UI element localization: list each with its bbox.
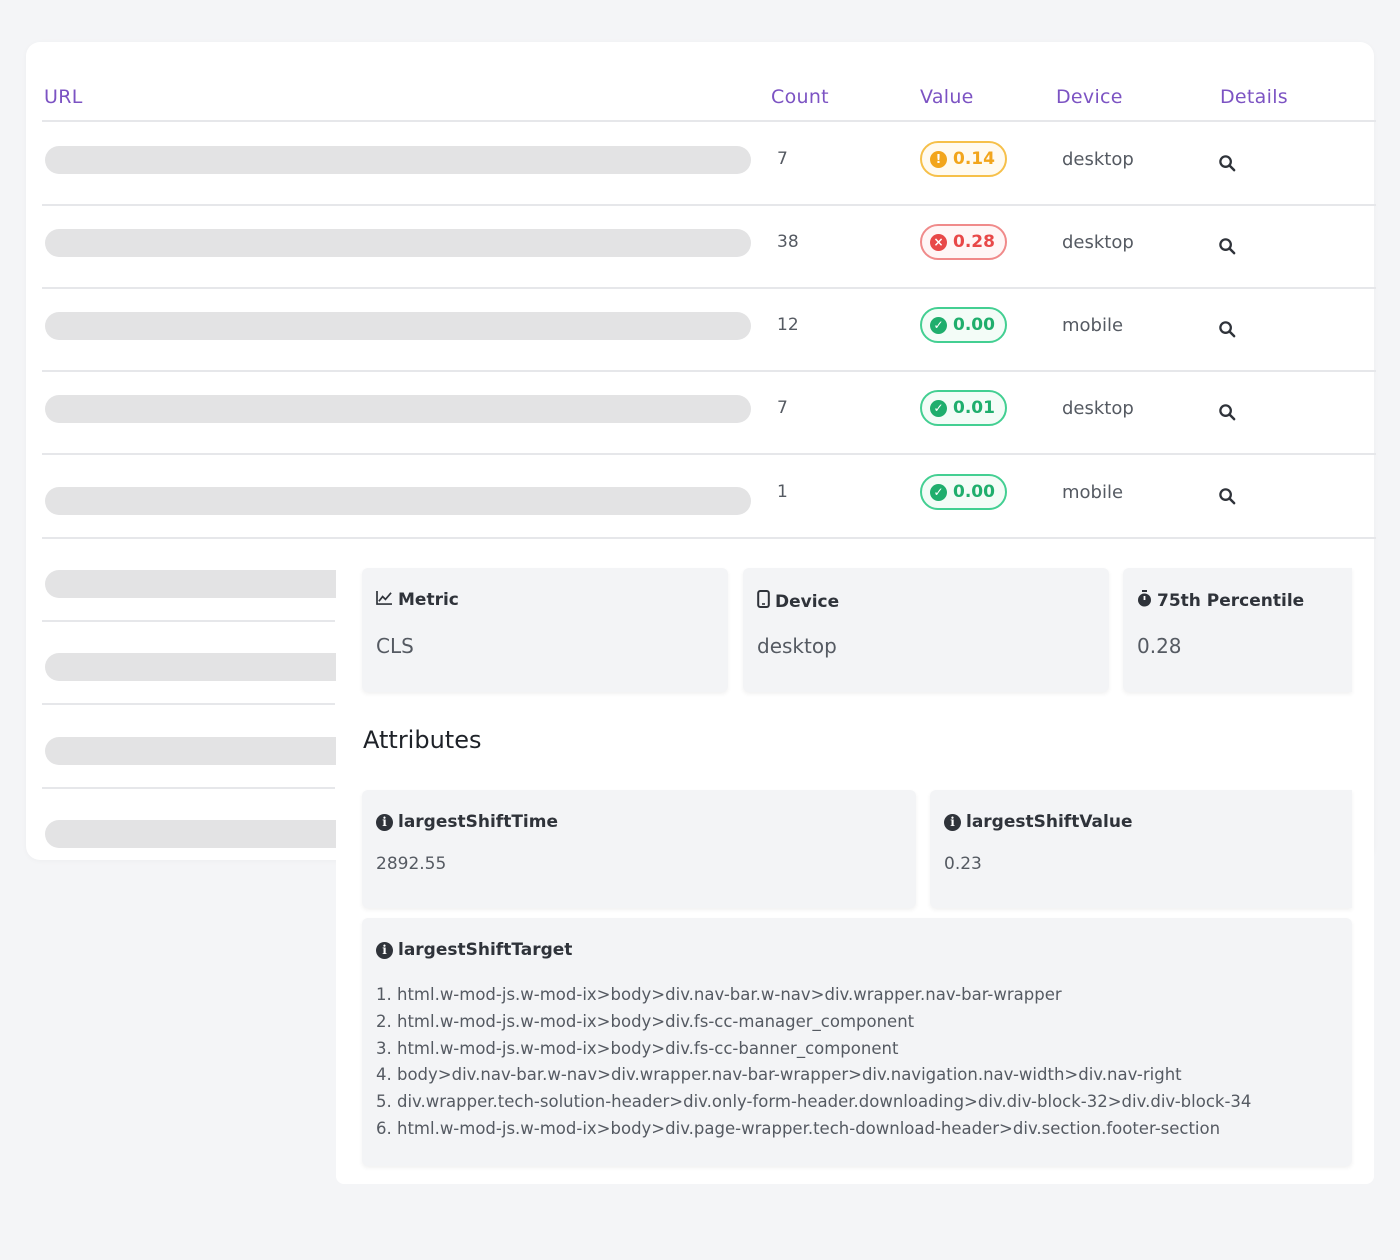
count-cell: 7: [777, 398, 788, 418]
table-row[interactable]: 7 ! 0.14 desktop: [42, 121, 1376, 206]
list-item: 4. body>div.nav-bar.w-nav>div.wrapper.na…: [376, 1065, 1182, 1085]
check-circle-icon: ✓: [930, 316, 947, 334]
url-placeholder: [45, 229, 751, 257]
device-card: Device desktop: [743, 568, 1109, 692]
largest-shift-target-label: largestShiftTarget: [398, 940, 573, 960]
device-label: Device: [775, 591, 840, 612]
table-row[interactable]: 7 ✓ 0.01 desktop: [42, 370, 1376, 455]
header-url[interactable]: URL: [44, 86, 83, 108]
info-icon: i: [944, 813, 961, 831]
table-row[interactable]: 38 × 0.28 desktop: [42, 204, 1376, 289]
info-icon: i: [376, 941, 393, 959]
header-details: Details: [1220, 86, 1288, 108]
status-badge: ! 0.14: [920, 141, 1007, 177]
list-item: 5. div.wrapper.tech-solution-header>div.…: [376, 1092, 1252, 1112]
search-icon[interactable]: [1218, 320, 1237, 343]
largest-shift-value-value: 0.23: [944, 854, 982, 874]
header-device[interactable]: Device: [1056, 86, 1123, 108]
device-cell: mobile: [1062, 482, 1124, 503]
count-cell: 1: [777, 482, 788, 502]
value-label: 0.14: [953, 149, 995, 169]
device-cell: desktop: [1062, 232, 1134, 253]
percentile-value: 0.28: [1137, 634, 1182, 658]
mobile-device-icon: [757, 590, 770, 613]
url-placeholder: [45, 653, 385, 681]
table-row[interactable]: 1 ✓ 0.00 mobile: [42, 454, 1376, 539]
largest-shift-target-card: i largestShiftTarget 1. html.w-mod-js.w-…: [362, 918, 1352, 1166]
url-placeholder: [45, 312, 751, 340]
url-placeholder: [45, 487, 751, 515]
table-row[interactable]: [42, 787, 385, 870]
value-label: 0.00: [953, 315, 995, 335]
table-header: URL Count Value Device Details: [42, 76, 1376, 122]
warning-icon: !: [930, 150, 947, 168]
url-placeholder: [45, 820, 385, 848]
header-value[interactable]: Value: [920, 86, 974, 108]
metric-label: Metric: [398, 590, 459, 610]
url-placeholder: [45, 395, 751, 423]
list-item: 3. html.w-mod-js.w-mod-ix>body>div.fs-cc…: [376, 1038, 899, 1058]
table-row[interactable]: [42, 620, 385, 705]
stopwatch-icon: [1137, 590, 1152, 612]
check-circle-icon: ✓: [930, 399, 947, 417]
largest-shift-value-label: largestShiftValue: [966, 812, 1133, 832]
device-cell: mobile: [1062, 315, 1124, 336]
percentile-label: 75th Percentile: [1157, 591, 1305, 611]
info-icon: i: [376, 813, 393, 831]
list-item: 2. html.w-mod-js.w-mod-ix>body>div.fs-cc…: [376, 1011, 915, 1031]
status-badge: ✓ 0.00: [920, 307, 1007, 343]
status-badge: ✓ 0.01: [920, 390, 1007, 426]
url-placeholder: [45, 570, 385, 598]
line-chart-icon: [376, 590, 393, 610]
count-cell: 12: [777, 315, 799, 335]
device-cell: desktop: [1062, 398, 1134, 419]
percentile-card: 75th Percentile 0.28: [1123, 568, 1352, 692]
largest-shift-time-label: largestShiftTime: [398, 812, 558, 832]
count-cell: 38: [777, 232, 799, 252]
table-row[interactable]: 12 ✓ 0.00 mobile: [42, 287, 1376, 372]
search-icon[interactable]: [1218, 403, 1237, 426]
search-icon[interactable]: [1218, 487, 1237, 510]
url-placeholder: [45, 737, 385, 765]
attributes-heading: Attributes: [363, 726, 482, 754]
close-circle-icon: ×: [930, 233, 947, 251]
target-list: 1. html.w-mod-js.w-mod-ix>body>div.nav-b…: [376, 982, 1251, 1143]
check-circle-icon: ✓: [930, 483, 947, 501]
largest-shift-time-value: 2892.55: [376, 854, 447, 874]
count-cell: 7: [777, 149, 788, 169]
largest-shift-time-card: i largestShiftTime 2892.55: [362, 790, 916, 908]
list-item: 1. html.w-mod-js.w-mod-ix>body>div.nav-b…: [376, 985, 1062, 1004]
table-row[interactable]: [42, 704, 385, 789]
search-icon[interactable]: [1218, 237, 1237, 260]
device-value: desktop: [757, 634, 837, 658]
url-placeholder: [45, 146, 751, 174]
status-badge: × 0.28: [920, 224, 1007, 260]
table-row[interactable]: [42, 537, 385, 622]
header-count[interactable]: Count: [771, 86, 829, 108]
search-icon[interactable]: [1218, 154, 1237, 177]
status-badge: ✓ 0.00: [920, 474, 1007, 510]
value-label: 0.00: [953, 482, 995, 502]
largest-shift-value-card: i largestShiftValue 0.23: [930, 790, 1352, 908]
metric-value: CLS: [376, 634, 414, 658]
metric-card: Metric CLS: [362, 568, 728, 692]
value-label: 0.01: [953, 398, 995, 418]
device-cell: desktop: [1062, 149, 1134, 170]
list-item: 6. html.w-mod-js.w-mod-ix>body>div.page-…: [376, 1118, 1221, 1138]
value-label: 0.28: [953, 232, 995, 252]
details-panel: Metric CLS Device desktop 75th Percentil…: [336, 546, 1374, 1184]
